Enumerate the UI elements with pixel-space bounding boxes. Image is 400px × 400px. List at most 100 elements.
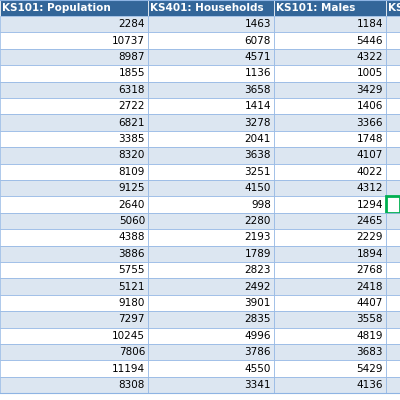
Bar — [148, 65, 274, 82]
Text: 2492: 2492 — [244, 282, 271, 292]
Text: 3901: 3901 — [245, 298, 271, 308]
Bar — [0, 196, 148, 213]
Bar — [274, 65, 386, 82]
Bar — [274, 262, 386, 278]
Bar — [0, 114, 148, 131]
Text: 6821: 6821 — [118, 118, 145, 128]
Text: 3658: 3658 — [244, 85, 271, 95]
Bar — [274, 49, 386, 65]
Bar — [274, 278, 386, 295]
Text: 3638: 3638 — [244, 150, 271, 160]
Bar — [274, 213, 386, 229]
Text: 4407: 4407 — [357, 298, 383, 308]
Bar — [0, 16, 148, 32]
Bar — [274, 311, 386, 328]
Text: 4322: 4322 — [356, 52, 383, 62]
Text: KS101: Males: KS101: Males — [276, 3, 355, 13]
Text: 3558: 3558 — [356, 314, 383, 324]
Bar — [0, 295, 148, 311]
Bar — [148, 164, 274, 180]
Text: 4571: 4571 — [244, 52, 271, 62]
Text: 7806: 7806 — [119, 347, 145, 357]
Bar — [148, 328, 274, 344]
Bar — [274, 344, 386, 360]
Bar — [0, 65, 148, 82]
Bar — [386, 65, 400, 82]
Text: KS401: Households: KS401: Households — [150, 3, 264, 13]
Bar — [148, 213, 274, 229]
Text: 1894: 1894 — [356, 249, 383, 259]
Bar — [148, 344, 274, 360]
Text: 4996: 4996 — [244, 331, 271, 341]
Bar — [148, 295, 274, 311]
Text: 3341: 3341 — [244, 380, 271, 390]
Bar — [148, 0, 274, 16]
Text: 10245: 10245 — [112, 331, 145, 341]
Bar — [386, 180, 400, 196]
Bar — [148, 196, 274, 213]
Text: 11194: 11194 — [112, 364, 145, 374]
Bar — [274, 246, 386, 262]
Bar — [0, 344, 148, 360]
Bar — [148, 262, 274, 278]
Bar — [386, 0, 400, 16]
Bar — [0, 82, 148, 98]
Bar — [148, 98, 274, 114]
Bar — [0, 360, 148, 377]
Bar — [386, 114, 400, 131]
Text: 1406: 1406 — [357, 101, 383, 111]
Bar — [0, 180, 148, 196]
Bar — [386, 82, 400, 98]
Text: 3683: 3683 — [356, 347, 383, 357]
Text: 2418: 2418 — [356, 282, 383, 292]
Bar — [0, 377, 148, 393]
Text: 2041: 2041 — [245, 134, 271, 144]
Text: 3429: 3429 — [356, 85, 383, 95]
Text: 1855: 1855 — [118, 68, 145, 78]
Text: KS1: KS1 — [388, 3, 400, 13]
Bar — [386, 295, 400, 311]
Text: 4107: 4107 — [357, 150, 383, 160]
Bar — [386, 262, 400, 278]
Bar — [274, 32, 386, 49]
Bar — [148, 180, 274, 196]
Bar — [148, 246, 274, 262]
Text: 4819: 4819 — [356, 331, 383, 341]
Text: 1005: 1005 — [357, 68, 383, 78]
Bar — [148, 311, 274, 328]
Bar — [0, 213, 148, 229]
Text: 1463: 1463 — [244, 19, 271, 29]
Bar — [148, 377, 274, 393]
Bar — [148, 229, 274, 246]
Bar — [386, 377, 400, 393]
Bar — [148, 360, 274, 377]
Bar — [274, 360, 386, 377]
Bar — [386, 164, 400, 180]
Bar — [386, 213, 400, 229]
Text: 2823: 2823 — [244, 265, 271, 275]
Bar — [386, 196, 400, 213]
Bar — [0, 328, 148, 344]
Text: 2768: 2768 — [356, 265, 383, 275]
Text: 3786: 3786 — [244, 347, 271, 357]
Bar — [386, 328, 400, 344]
Bar — [0, 98, 148, 114]
Bar — [0, 32, 148, 49]
Bar — [274, 295, 386, 311]
Bar — [274, 147, 386, 164]
Bar — [148, 114, 274, 131]
Bar — [386, 16, 400, 32]
Bar — [0, 49, 148, 65]
Bar — [386, 49, 400, 65]
Bar — [274, 98, 386, 114]
Bar — [0, 131, 148, 147]
Text: 4550: 4550 — [245, 364, 271, 374]
Bar — [148, 32, 274, 49]
Bar — [0, 311, 148, 328]
Text: 5429: 5429 — [356, 364, 383, 374]
Bar — [274, 180, 386, 196]
Text: KS101: Population: KS101: Population — [2, 3, 111, 13]
Text: 1184: 1184 — [356, 19, 383, 29]
Bar — [386, 311, 400, 328]
Bar — [274, 229, 386, 246]
